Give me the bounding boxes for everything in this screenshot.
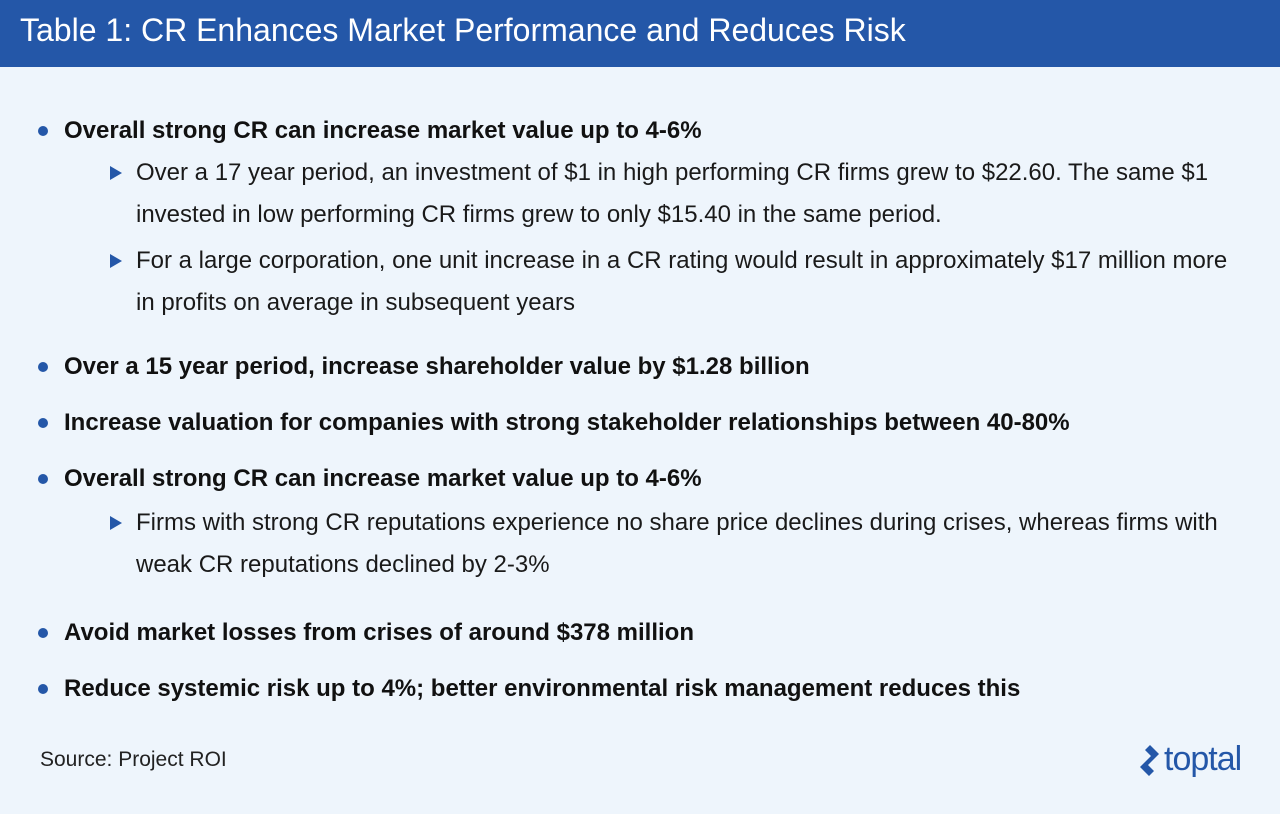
page-title: Table 1: CR Enhances Market Performance … xyxy=(20,12,906,48)
circle-bullet-icon xyxy=(38,474,48,484)
sub-list-item: Over a 17 year period, an investment of … xyxy=(110,152,1230,236)
source-note: Source: Project ROI xyxy=(40,748,227,771)
triangle-bullet-icon xyxy=(110,166,122,180)
triangle-bullet-icon xyxy=(110,254,122,268)
sub-list-item: Firms with strong CR reputations experie… xyxy=(110,502,1230,586)
sub-list-item-text: Firms with strong CR reputations experie… xyxy=(136,509,1218,578)
triangle-bullet-icon xyxy=(110,516,122,530)
toptal-logo-icon xyxy=(1140,745,1159,776)
circle-bullet-icon xyxy=(38,418,48,428)
circle-bullet-icon xyxy=(38,628,48,638)
sub-list-item-text: Over a 17 year period, an investment of … xyxy=(136,159,1209,228)
circle-bullet-icon xyxy=(38,684,48,694)
list-item-text: Reduce systemic risk up to 4%; better en… xyxy=(64,675,1021,702)
sub-list-item-text: For a large corporation, one unit increa… xyxy=(136,247,1228,316)
title-bar: Table 1: CR Enhances Market Performance … xyxy=(0,0,1280,67)
list-item-text: Avoid market losses from crises of aroun… xyxy=(64,619,694,646)
logo-text: toptal xyxy=(1164,740,1242,778)
list-item-text: Increase valuation for companies with st… xyxy=(64,409,1070,436)
sub-list-item: For a large corporation, one unit increa… xyxy=(110,240,1230,324)
list-item-text: Over a 15 year period, increase sharehol… xyxy=(64,353,810,380)
list-item-text: Overall strong CR can increase market va… xyxy=(64,465,702,492)
circle-bullet-icon xyxy=(38,362,48,372)
list-item-text: Overall strong CR can increase market va… xyxy=(64,117,702,144)
circle-bullet-icon xyxy=(38,126,48,136)
